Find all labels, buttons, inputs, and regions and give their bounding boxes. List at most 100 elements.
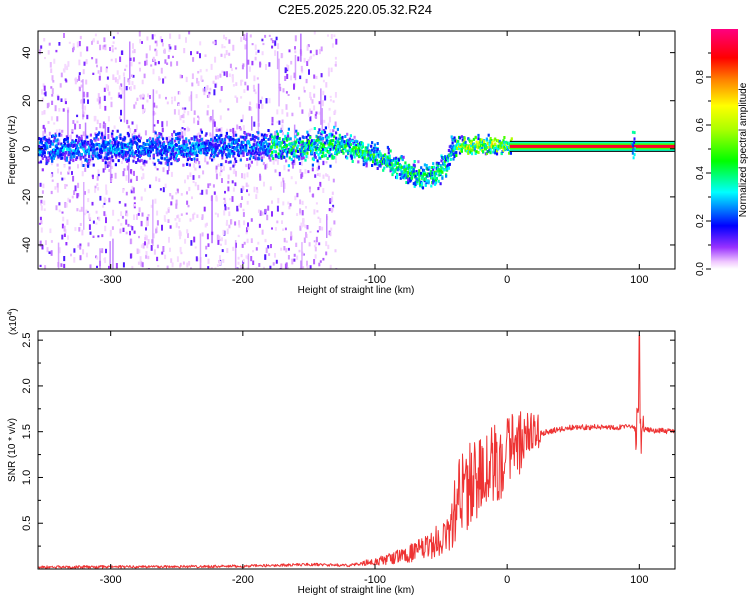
heatmap-cell: [174, 137, 178, 140]
heatmap-cell: [105, 66, 108, 69]
heatmap-cell: [298, 96, 301, 100]
heatmap-cell: [254, 56, 257, 61]
heatmap-cell: [206, 85, 209, 91]
heatmap-cell: [300, 173, 303, 179]
heatmap-cell: [422, 169, 425, 172]
heatmap-cell: [124, 136, 127, 140]
heatmap-cell: [344, 135, 347, 138]
heatmap-cell: [78, 59, 81, 66]
heatmap-cell: [42, 124, 45, 129]
heatmap-cell: [219, 260, 221, 266]
heatmap-cell: [73, 155, 76, 159]
heatmap-cell: [309, 135, 312, 139]
heatmap-cell: [258, 223, 261, 228]
heatmap-cell: [192, 57, 195, 62]
heatmap-cell: [372, 160, 375, 164]
y-tick-label: 0.5: [21, 516, 33, 531]
heatmap-cell: [112, 138, 116, 142]
heatmap-cell: [246, 172, 249, 178]
heatmap-cell: [413, 160, 416, 163]
heatmap-cell: [241, 243, 244, 248]
heatmap-cell: [372, 154, 376, 158]
heatmap-cell: [40, 227, 43, 233]
heatmap-cell: [73, 257, 76, 263]
heatmap-cell: [311, 142, 314, 146]
heatmap-cell: [95, 134, 98, 138]
heatmap-cell: [356, 140, 359, 144]
heatmap-cell: [252, 260, 255, 265]
heatmap-cell: [62, 216, 65, 222]
heatmap-cell: [145, 254, 148, 259]
heatmap-cell: [468, 138, 471, 142]
heatmap-cell: [134, 204, 136, 207]
heatmap-cell: [633, 140, 636, 144]
heatmap-cell: [46, 247, 49, 253]
heatmap-cell: [162, 246, 165, 252]
heatmap-cell: [205, 87, 208, 93]
heatmap-cell: [324, 126, 327, 130]
heatmap-cell: [57, 96, 60, 101]
heatmap-cell: [285, 262, 288, 267]
heatmap-cell: [305, 155, 308, 158]
heatmap-cell: [378, 150, 381, 154]
heatmap-cell: [327, 34, 329, 37]
heatmap-cell: [41, 150, 44, 154]
heatmap-cell: [387, 151, 390, 155]
heatmap-cell: [226, 148, 229, 152]
heatmap-cell: [311, 148, 314, 152]
heatmap-cell: [285, 138, 289, 142]
heatmap-cell: [445, 174, 448, 178]
heatmap-cell: [459, 146, 462, 150]
heatmap-cell: [481, 146, 484, 150]
heatmap-cell: [331, 142, 334, 146]
heatmap-cell: [128, 154, 131, 158]
heatmap-cell: [190, 152, 193, 156]
heatmap-cell: [410, 176, 413, 180]
heatmap-cell: [264, 254, 267, 260]
heatmap-cell: [168, 157, 170, 171]
heatmap-cell: [261, 96, 264, 100]
heatmap-cell: [153, 249, 156, 255]
heatmap-cell: [311, 99, 314, 104]
heatmap-cell: [185, 140, 188, 144]
heatmap-cell: [248, 140, 251, 144]
snr-exponent-base: (x10: [8, 315, 19, 335]
heatmap-cell: [144, 130, 147, 136]
heatmap-cell: [253, 152, 256, 156]
heatmap-cell: [40, 45, 43, 49]
heatmap-cell: [265, 134, 268, 137]
x-tick-label: -100: [364, 574, 386, 586]
heatmap-cell: [142, 108, 145, 115]
heatmap-cell: [373, 143, 376, 147]
heatmap-cell: [198, 143, 201, 147]
heatmap-cell: [80, 153, 83, 156]
colorbar-label: Normalized spectral amplitude: [738, 82, 749, 217]
heatmap-cell: [126, 213, 129, 217]
heatmap-cell: [94, 185, 97, 189]
heatmap-cell: [495, 152, 499, 156]
heatmap-cell: [297, 56, 300, 62]
heatmap-cell: [229, 160, 232, 164]
heatmap-cell: [218, 235, 221, 240]
heatmap-cell: [192, 180, 195, 183]
heatmap-cell: [260, 156, 264, 160]
heatmap-cell: [457, 142, 460, 146]
heatmap-cell: [224, 160, 228, 164]
heatmap-cell: [326, 174, 329, 177]
heatmap-cell: [230, 143, 233, 147]
heatmap-cell: [256, 187, 258, 190]
heatmap-cell: [99, 72, 101, 79]
heatmap-cell: [250, 107, 253, 111]
heatmap-cell: [228, 224, 231, 229]
heatmap-cell: [359, 144, 362, 148]
heatmap-cell: [131, 265, 134, 269]
heatmap-cell: [132, 57, 135, 62]
heatmap-cell: [154, 40, 157, 44]
heatmap-cell: [214, 149, 217, 153]
heatmap-cell: [120, 119, 122, 122]
heatmap-cell: [107, 151, 110, 155]
heatmap-cell: [226, 128, 229, 133]
heatmap-cell: [44, 240, 47, 246]
heatmap-cell: [153, 134, 156, 138]
heatmap-cell: [264, 140, 267, 144]
